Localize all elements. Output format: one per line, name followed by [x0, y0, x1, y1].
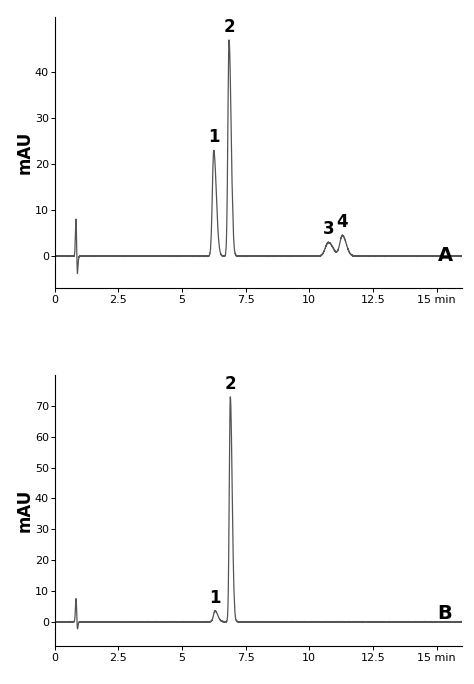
Y-axis label: mAU: mAU — [16, 489, 34, 532]
Text: 2: 2 — [223, 18, 235, 36]
Y-axis label: mAU: mAU — [16, 131, 34, 174]
Text: B: B — [438, 605, 453, 623]
Text: 1: 1 — [208, 129, 219, 146]
Text: 2: 2 — [225, 375, 236, 393]
Text: 1: 1 — [209, 589, 221, 607]
Text: 4: 4 — [337, 213, 348, 231]
Text: 3: 3 — [323, 220, 334, 238]
Text: A: A — [438, 246, 453, 265]
